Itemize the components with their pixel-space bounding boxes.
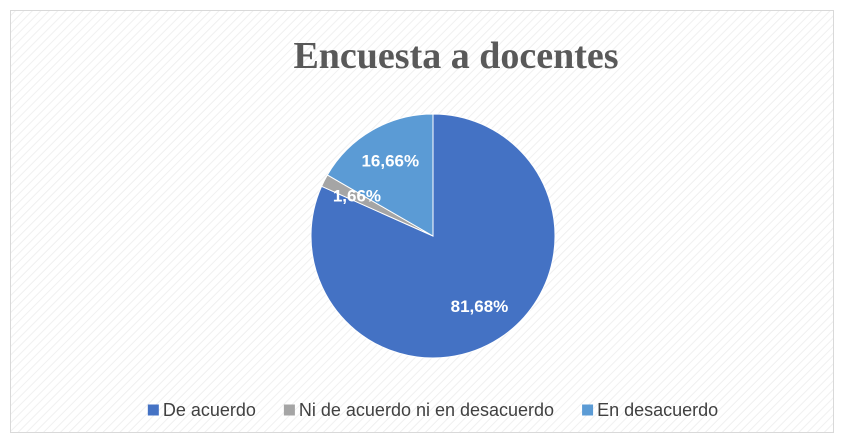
legend-item: Ni de acuerdo ni en desacuerdo <box>283 400 554 420</box>
legend-label: Ni de acuerdo ni en desacuerdo <box>299 400 554 420</box>
legend-swatch <box>147 404 159 416</box>
value-label: 1,66% <box>333 187 381 206</box>
legend-label: En desacuerdo <box>597 400 718 420</box>
legend-swatch <box>582 404 594 416</box>
value-label: 16,66% <box>361 152 419 171</box>
chart-title: Encuesta a docentes <box>293 35 618 77</box>
legend-item: En desacuerdo <box>582 400 718 420</box>
value-label: 81,68% <box>451 297 509 316</box>
legend-swatch <box>283 404 295 416</box>
legend-item: De acuerdo <box>147 400 256 420</box>
pie-slice <box>326 113 434 237</box>
legend: De acuerdo Ni de acuerdo ni en desacuerdo… <box>147 400 718 420</box>
legend-label: De acuerdo <box>163 400 256 420</box>
pie: 81,68% 1,66% 16,66% <box>310 113 556 359</box>
